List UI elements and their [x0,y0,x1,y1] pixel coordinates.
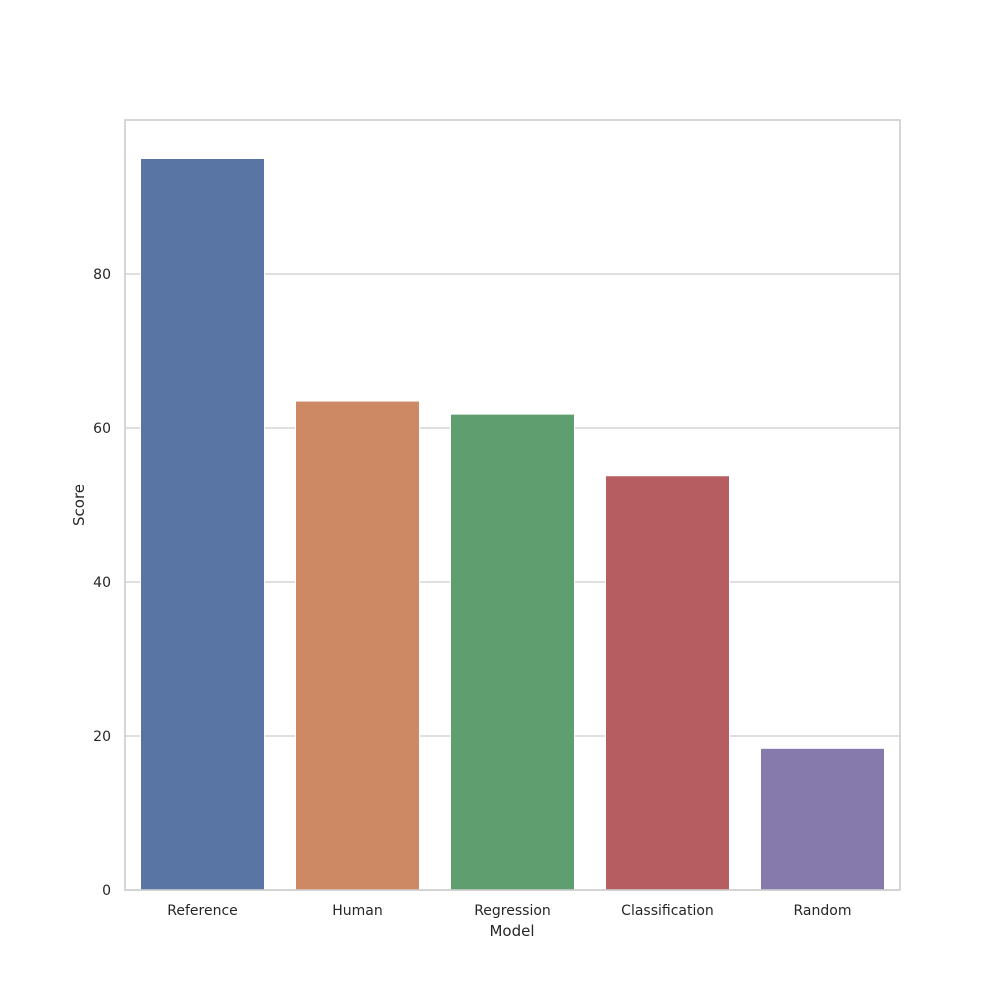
x-tick-labels: Reference Human Regression Classification Ra… [167,903,851,919]
bars [140,158,885,891]
bar-random [760,747,885,891]
x-axis-label: Model [489,922,534,940]
x-tick-label: Classification [621,903,714,919]
x-tick-label: Random [794,903,852,919]
y-tick-label: 60 [93,421,111,437]
y-tick-label: 0 [102,883,111,899]
x-tick-label: Human [332,903,383,919]
y-tick-label: 20 [93,729,111,745]
y-axis-label: Score [70,484,88,526]
bar-reference [140,158,265,891]
y-tick-labels: 0 20 40 60 80 [93,267,111,899]
plot-frame [124,119,901,891]
y-tick-label: 80 [93,267,111,283]
bar-human [295,400,420,891]
x-tick-label: Reference [167,903,238,919]
bar-regression [450,413,575,891]
bar-classification [605,475,730,891]
x-tick-label: Regression [474,903,551,919]
y-tick-label: 40 [93,575,111,591]
